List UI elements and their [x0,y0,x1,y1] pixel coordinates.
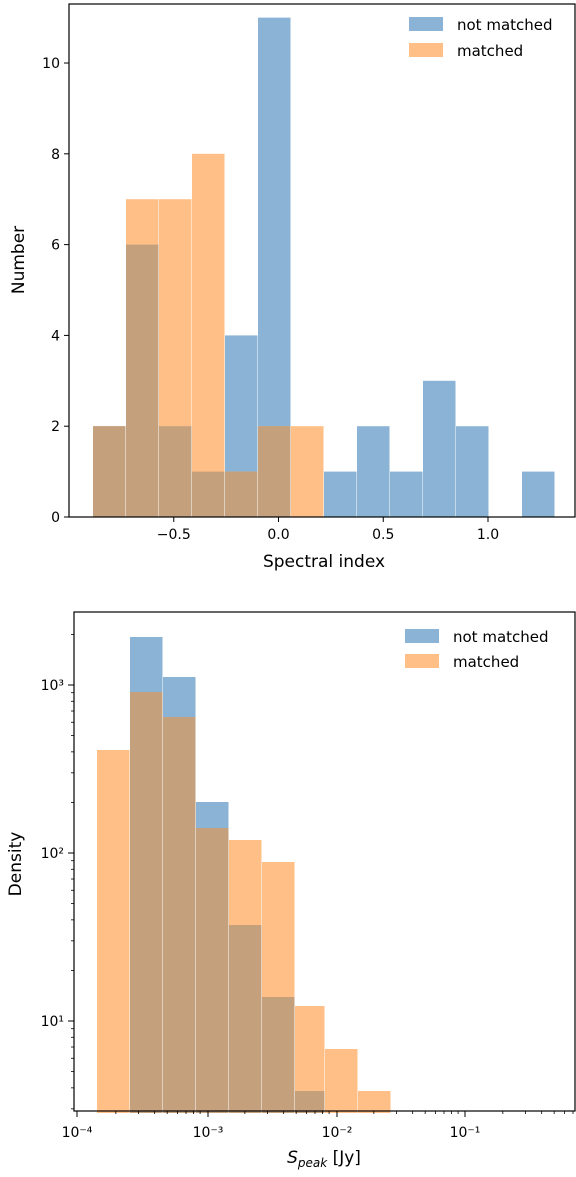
legend-label-matched: matched [453,653,519,671]
bar-overlap-0 [130,692,163,1113]
bar-overlap-2 [196,828,229,1113]
plot-frame [73,611,576,1112]
legend-swatch-not-matched [409,17,443,31]
x-tick-label: 0.0 [267,527,289,543]
bar-matched-7 [325,1049,358,1113]
bar-overlap-3 [192,471,225,517]
bar-matched-0 [97,750,130,1113]
bar-matched-8 [358,1091,391,1113]
y-tick-label: 10¹ [41,1014,64,1030]
bar-not-matched-8 [357,426,390,517]
y-tick-label: 10 [42,56,60,72]
legend-label-matched: matched [457,42,523,60]
bar-not-matched-13 [522,471,555,517]
bar-overlap-4 [225,471,258,517]
x-tick-label: −0.5 [157,527,191,543]
bar-overlap-3 [229,925,262,1113]
x-tick-label: 10⁻⁴ [62,1125,93,1141]
legend: not matched matched [409,16,553,60]
legend-swatch-not-matched [405,629,439,643]
y-tick-label: 2 [51,419,60,435]
x-axis-label: Speak [Jy] [287,1148,361,1170]
x-tick-label: 1.0 [477,527,499,543]
bar-not-matched-7 [324,471,357,517]
x-tick-label: 0.5 [372,527,394,543]
bar-overlap-4 [262,997,295,1113]
bar-overlap-5 [295,1091,325,1113]
y-tick-label: 0 [51,510,60,526]
plot-frame [68,3,576,518]
bars-group [97,637,391,1113]
y-tick-label: 4 [51,328,60,344]
bar-overlap-0 [93,426,126,517]
legend-label-not-matched: not matched [457,16,553,34]
legend: not matched matched [405,628,549,671]
x-tick-label: 10⁻¹ [450,1125,481,1141]
bar-overlap-2 [159,426,192,517]
bar-overlap-1 [126,244,159,517]
bar-not-matched-9 [390,471,423,517]
y-tick-label: 10² [41,846,64,862]
x-tick-label: 10⁻² [322,1125,353,1141]
bar-matched-3 [192,153,225,518]
bar-not-matched-11 [456,426,489,517]
legend-swatch-matched [405,654,439,668]
y-axis-label: Density [6,832,26,897]
bar-matched-6 [291,426,324,517]
y-tick-label: 6 [51,238,60,254]
speak-density-histogram: 10⁻⁴ 10⁻³ 10⁻² 10⁻¹ 10¹ 10² 10³ Speak [Jy] Densi… [6,611,576,1170]
y-tick-label: 10³ [41,678,64,694]
y-tick-label: 8 [51,147,60,163]
legend-swatch-matched [409,43,443,57]
x-tick-label: 10⁻³ [193,1125,224,1141]
bar-overlap-5 [258,426,291,517]
x-axis-label: Spectral index [263,552,385,572]
bar-overlap-1 [163,717,196,1113]
spectral-index-histogram: 0 2 4 6 8 10 −0.5 0.0 0.5 1.0 Spectral index Number… [9,3,576,572]
y-axis-label: Number [9,226,29,294]
bars-group [93,17,555,518]
bar-not-matched-10 [423,380,456,517]
legend-label-not-matched: not matched [453,628,549,646]
